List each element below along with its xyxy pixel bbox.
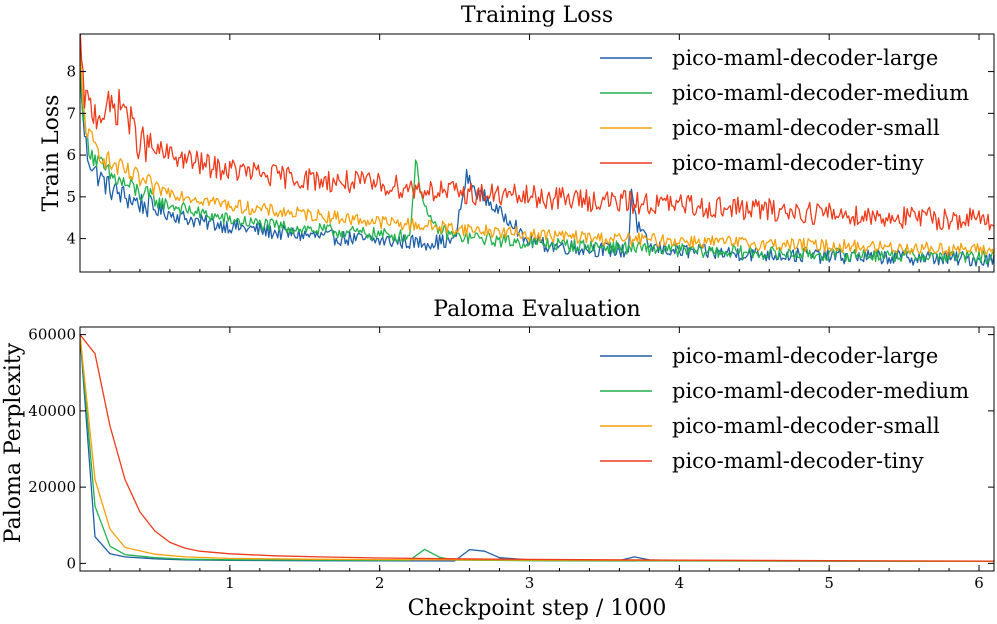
paloma-evaluation-plot-area: 1 2 3 4 5 6 0 20000 40000 60000: [28, 326, 994, 592]
paloma-evaluation-series-line-3: [80, 334, 994, 562]
paloma-evaluation-legend-label: pico-maml-decoder-medium: [672, 379, 969, 403]
training-loss-legend-label: pico-maml-decoder-large: [672, 46, 938, 70]
paloma-evaluation-axes-frame: [79, 326, 995, 572]
training-loss-ytick-label: 8: [66, 63, 76, 81]
paloma-evaluation-xtick-label: 6: [974, 574, 984, 592]
training-loss-plot-area: 4 5 6 7 8: [66, 34, 994, 272]
training-loss-series-line-2: [80, 48, 994, 256]
paloma-evaluation-ylabel: Paloma Perplexity: [1, 342, 26, 543]
training-loss-ytick-label: 7: [66, 104, 76, 122]
paloma-evaluation-legend-label: pico-maml-decoder-tiny: [672, 449, 924, 473]
paloma-evaluation-xtick-label: 3: [525, 574, 535, 592]
paloma-evaluation-series-line-2: [80, 334, 994, 562]
training-loss-legend-label: pico-maml-decoder-small: [672, 116, 940, 140]
paloma-evaluation-xtick-label: 2: [375, 574, 385, 592]
training-loss-title: Training Loss: [461, 3, 613, 28]
paloma-evaluation-ytick-label: 0: [66, 554, 76, 572]
training-loss-ytick-label: 4: [66, 230, 76, 248]
training-loss-axes-frame: [79, 33, 995, 273]
paloma-evaluation-ytick-label: 60000: [28, 326, 76, 344]
training-loss-panel: Training Loss Train Loss 4 5 6 7 8 pico-maml…: [39, 3, 995, 273]
figure-xlabel: Checkpoint step / 1000: [408, 596, 667, 621]
paloma-evaluation-series-group: [80, 334, 994, 562]
training-loss-legend-label: pico-maml-decoder-medium: [672, 81, 969, 105]
paloma-evaluation-legend-label: pico-maml-decoder-small: [672, 414, 940, 438]
paloma-evaluation-title: Paloma Evaluation: [433, 297, 640, 322]
paloma-evaluation-xtick-label: 4: [675, 574, 685, 592]
paloma-evaluation-legend-label: pico-maml-decoder-large: [672, 344, 938, 368]
paloma-evaluation-legend: pico-maml-decoder-large pico-maml-decoder…: [600, 344, 969, 473]
training-loss-ylabel: Train Loss: [39, 95, 64, 212]
paloma-evaluation-series-line-0: [80, 334, 994, 562]
training-loss-series-line-0: [80, 53, 994, 268]
training-loss-legend-label: pico-maml-decoder-tiny: [672, 151, 924, 175]
training-loss-ytick-label: 6: [66, 146, 76, 164]
training-loss-series-line-3: [80, 34, 994, 231]
paloma-evaluation-panel: Paloma Evaluation Paloma Perplexity 1 2 3 4…: [1, 297, 995, 592]
paloma-evaluation-ytick-label: 20000: [28, 478, 76, 496]
paloma-evaluation-xtick-label: 5: [824, 574, 834, 592]
training-loss-series-group: [80, 34, 994, 268]
training-loss-ytick-label: 5: [66, 188, 76, 206]
paloma-evaluation-xtick-label: 1: [225, 574, 235, 592]
training-loss-legend: pico-maml-decoder-large pico-maml-decoder…: [600, 46, 969, 175]
paloma-evaluation-ytick-label: 40000: [28, 402, 76, 420]
paloma-evaluation-series-line-1: [80, 334, 994, 562]
